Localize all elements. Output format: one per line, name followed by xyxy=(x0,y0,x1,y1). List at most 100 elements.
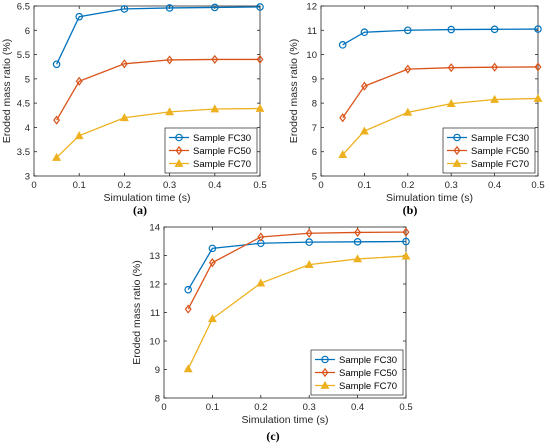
x-axis-label: Simulation time (s) xyxy=(242,414,329,426)
data-point xyxy=(404,64,412,74)
y-tick-label: 13 xyxy=(149,251,160,262)
x-tick-label: 0.4 xyxy=(351,402,364,413)
data-point xyxy=(75,12,84,21)
data-point xyxy=(256,278,266,287)
data-point xyxy=(354,227,362,238)
data-point xyxy=(339,113,347,123)
x-tick-label: 0.1 xyxy=(358,180,371,191)
chart-panel: 0 0.1 0.2 0.3 0.4 0.5 5 6 7 8 9 10 11 12 Simulation ti… xyxy=(288,2,545,218)
y-tick-label: 3 xyxy=(25,172,30,183)
series-line xyxy=(56,58,260,121)
data-point xyxy=(119,113,129,122)
legend-entry: Sample FC30 xyxy=(471,133,529,144)
panel-caption: (b) xyxy=(403,203,418,217)
data-point xyxy=(52,152,62,161)
x-tick-label: 0.4 xyxy=(488,180,501,191)
data-point xyxy=(359,126,369,135)
data-point xyxy=(403,107,413,116)
panel-caption: (c) xyxy=(266,429,279,443)
data-point xyxy=(401,251,411,260)
data-point xyxy=(211,54,219,65)
series-line xyxy=(187,231,407,310)
x-tick-label: 0.1 xyxy=(73,180,86,191)
data-point xyxy=(447,63,455,73)
legend-entry: Sample FC70 xyxy=(471,159,529,170)
x-tick-label: 0.1 xyxy=(206,402,219,413)
y-tick-label: 6 xyxy=(25,26,30,37)
y-axis-label: Eroded mass ratio (%) xyxy=(288,39,300,143)
data-point xyxy=(53,115,61,125)
x-tick-label: 0.3 xyxy=(163,180,176,191)
y-tick-label: 6.5 xyxy=(17,2,30,13)
chart-panel: 0 0.1 0.2 0.3 0.4 0.5 3 3.5 4 4.5 5 5.5 6 6.5 Simulati… xyxy=(1,2,267,218)
series-line xyxy=(342,97,539,156)
data-point xyxy=(304,259,314,268)
y-tick-label: 6 xyxy=(312,147,317,158)
data-point xyxy=(184,304,192,314)
data-point xyxy=(74,131,84,140)
y-tick-label: 4.5 xyxy=(17,99,30,110)
x-tick-label: 0 xyxy=(318,180,323,191)
chart-panel: 0 0.1 0.2 0.3 0.4 0.5 8 9 10 11 12 13 14 Simulation t… xyxy=(131,223,413,444)
data-point xyxy=(402,227,410,237)
data-point xyxy=(165,107,175,116)
data-point xyxy=(257,232,265,242)
y-tick-label: 11 xyxy=(307,26,317,37)
y-tick-label: 10 xyxy=(306,50,317,61)
x-tick-label: 0.2 xyxy=(254,402,267,413)
legend-marker xyxy=(453,145,461,156)
data-point xyxy=(534,25,542,33)
x-tick-label: 0 xyxy=(31,180,36,191)
legend-entry: Sample FC30 xyxy=(339,355,397,366)
x-tick-label: 0.3 xyxy=(445,180,458,191)
legend-entry: Sample FC30 xyxy=(193,133,251,144)
data-point xyxy=(211,3,219,12)
series-line xyxy=(187,240,407,291)
y-tick-label: 9 xyxy=(312,74,317,85)
data-point xyxy=(353,238,362,246)
data-point xyxy=(210,104,220,113)
legend-marker xyxy=(321,367,329,378)
data-point xyxy=(533,93,543,102)
panel-caption: (a) xyxy=(133,203,147,217)
series-line xyxy=(56,107,261,159)
data-point xyxy=(491,62,499,72)
series-line xyxy=(187,255,407,370)
data-point xyxy=(402,237,410,246)
legend-entry: Sample FC50 xyxy=(339,368,397,379)
legend: Sample FC30 Sample FC50 Sample FC70 xyxy=(442,127,536,174)
data-point xyxy=(447,25,456,34)
y-tick-label: 14 xyxy=(149,223,160,234)
x-tick-label: 0.2 xyxy=(401,180,414,191)
y-tick-label: 12 xyxy=(149,280,160,291)
legend-marker xyxy=(174,158,184,167)
y-tick-label: 8 xyxy=(155,394,160,405)
data-point xyxy=(52,60,61,69)
data-point xyxy=(446,98,456,108)
x-axis-label: Simulation time (s) xyxy=(104,192,191,204)
data-point xyxy=(490,25,499,34)
data-point xyxy=(208,258,216,268)
y-tick-label: 10 xyxy=(149,337,160,348)
legend-marker xyxy=(453,133,461,142)
data-point xyxy=(256,54,264,65)
data-point xyxy=(490,94,500,103)
legend-marker xyxy=(452,158,462,167)
series-line xyxy=(56,6,261,65)
data-point xyxy=(120,5,129,13)
legend-entry: Sample FC50 xyxy=(193,146,251,157)
legend-marker xyxy=(321,355,329,364)
data-point xyxy=(360,28,369,37)
y-axis-label: Eroded mass ratio (%) xyxy=(131,260,143,364)
data-point xyxy=(255,103,265,112)
y-tick-label: 12 xyxy=(306,2,317,13)
y-tick-label: 5 xyxy=(25,74,30,85)
data-point xyxy=(75,76,83,86)
data-point xyxy=(403,26,412,35)
legend: Sample FC30 Sample FC50 Sample FC70 xyxy=(164,127,258,174)
legend: Sample FC30 Sample FC50 Sample FC70 xyxy=(310,349,404,396)
data-point xyxy=(338,41,347,49)
x-axis-label: Simulation time (s) xyxy=(386,192,473,204)
data-point xyxy=(165,4,174,12)
